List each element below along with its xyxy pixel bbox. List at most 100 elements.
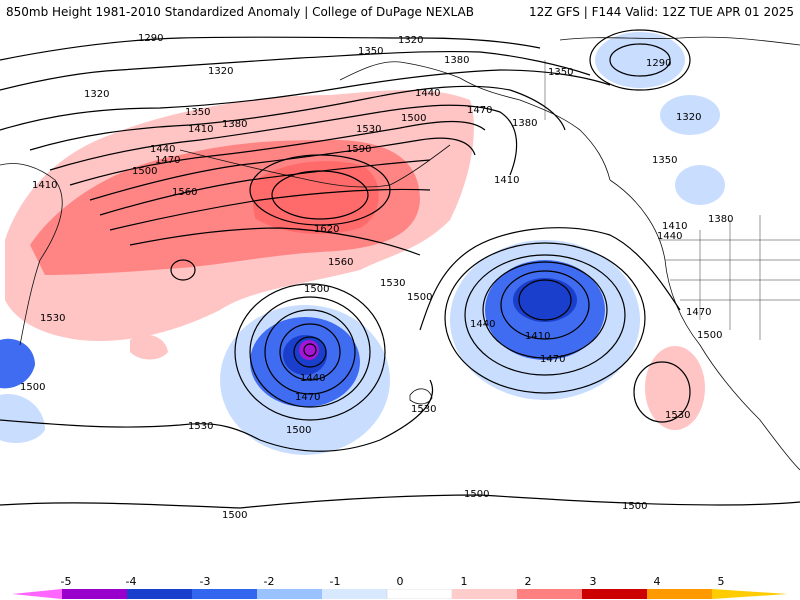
contour-1470: [89, 137, 476, 201]
contour-label: 1530: [411, 404, 436, 415]
colorbar-segment: [62, 589, 127, 599]
contour-label: 1560: [328, 257, 353, 268]
contour-1590-ring: [249, 154, 391, 226]
contour-label: 1350: [185, 107, 210, 118]
contour-label: 1320: [208, 66, 233, 77]
contour-label: 1530: [380, 278, 405, 289]
contour-label: 1350: [548, 67, 573, 78]
east-low-ring-1: [444, 242, 646, 394]
contour-label: 1560: [172, 187, 197, 198]
coastlines: [0, 36, 800, 471]
colorbar-label: 1: [460, 575, 468, 588]
contour-label: 1530: [356, 124, 381, 135]
contour-label: 1440: [470, 319, 495, 330]
contour-1290: [0, 36, 541, 61]
contour-1530-north: [109, 188, 431, 231]
colorbar-segment: [647, 589, 712, 599]
contour-label: 1410: [525, 331, 550, 342]
contour-1620-ring: [271, 170, 369, 220]
contour-label: 1350: [358, 46, 383, 57]
negative-anomaly-north-2: [660, 95, 720, 135]
map-panel: 1290 1290 1320 1320 1320 1320 1350 1350 …: [0, 24, 800, 568]
colorbar-label: 2: [524, 575, 532, 588]
contour-1410: [49, 104, 518, 176]
contour-label: 1590: [346, 144, 371, 155]
positive-anomaly-se: [645, 346, 705, 430]
west-low-ring-4: [279, 323, 341, 381]
contour-1500-south: [0, 494, 800, 509]
contour-label: 1500: [401, 113, 426, 124]
map-title: 850mb Height 1981-2010 Standardized Anom…: [6, 5, 474, 19]
contour-label: 1470: [540, 354, 565, 365]
borders: [544, 60, 800, 340]
east-low-ring-5: [518, 279, 572, 321]
contour-1350: [0, 69, 611, 131]
contour-1440: [69, 120, 486, 186]
colorbar-segment: [257, 589, 322, 599]
contour-1380: [29, 85, 566, 151]
contour-label: 1500: [304, 284, 329, 295]
contour-label: 1440: [415, 88, 440, 99]
contour-label: 1320: [676, 112, 701, 123]
contour-label: 1530: [40, 313, 65, 324]
height-contours: [0, 29, 800, 509]
canada-north: [559, 36, 800, 46]
contour-1500-mid: [419, 227, 681, 331]
colorbar-segment: [517, 589, 582, 599]
contour-label: 1410: [494, 175, 519, 186]
header-bar: 850mb Height 1981-2010 Standardized Anom…: [0, 0, 800, 24]
se-high-ring: [633, 361, 691, 423]
colorbar-segment: [192, 589, 257, 599]
west-low-ring-3: [264, 309, 356, 395]
colorbar-label: -2: [263, 575, 275, 588]
contour-label: 1290: [138, 33, 163, 44]
contour-label: 1500: [622, 501, 647, 512]
contour-label: 1530: [188, 421, 213, 432]
colorbar-label: -5: [60, 575, 72, 588]
na-west-coast: [609, 179, 800, 471]
aleutian-chain: [179, 144, 451, 188]
anomaly-map: 1290 1290 1320 1320 1320 1320 1350 1350 …: [0, 29, 800, 521]
hawaii: [409, 388, 433, 405]
colorbar-segment: [582, 589, 647, 599]
contour-label: 1350: [652, 155, 677, 166]
colorbar-segment: [386, 589, 453, 599]
contour-label: 1470: [467, 105, 492, 116]
colorbar-label: 4: [653, 575, 661, 588]
contour-label: 1500: [697, 330, 722, 341]
contour-label: 1500: [286, 425, 311, 436]
contour-labels: 1290 1290 1320 1320 1320 1320 1350 1350 …: [20, 33, 733, 521]
east-low-ring-2: [464, 254, 626, 376]
east-low-ring-3: [482, 261, 608, 359]
contour-1560: [129, 227, 421, 256]
colorbar-label: 3: [589, 575, 597, 588]
contour-label: 1440: [150, 144, 175, 155]
model-run-info: 12Z GFS | F144 Valid: 12Z TUE APR 01 202…: [528, 5, 794, 19]
negative-anomaly-far-west-2: [0, 394, 45, 443]
asia-coast: [0, 163, 63, 346]
contour-label: 1410: [32, 180, 57, 191]
contour-label: 1500: [407, 292, 432, 303]
west-low-ring-2: [249, 296, 371, 408]
west-low-ring-6: [303, 343, 317, 357]
colorbar-label: -3: [199, 575, 211, 588]
contour-label: 1470: [295, 392, 320, 403]
contour-label: 1290: [646, 58, 671, 69]
west-low-ring-5: [293, 336, 327, 368]
contour-label: 1500: [132, 166, 157, 177]
colorbar-arrow-left: [12, 589, 62, 599]
colorbar-label: -1: [329, 575, 341, 588]
contour-label: 1380: [512, 118, 537, 129]
colorbar-label: 0: [396, 575, 404, 588]
contour-label: 1470: [155, 155, 180, 166]
contour-label: 1620: [314, 224, 339, 235]
contour-label: 1380: [222, 119, 247, 130]
contour-label: 1320: [398, 35, 423, 46]
contour-1530-south: [0, 379, 434, 452]
contour-label: 1410: [662, 221, 687, 232]
anomaly-shading: [0, 32, 725, 455]
colorbar-label: -4: [125, 575, 137, 588]
negative-anomaly-north: [595, 32, 685, 88]
contour-label: 1500: [464, 489, 489, 500]
contour-label: 1380: [444, 55, 469, 66]
